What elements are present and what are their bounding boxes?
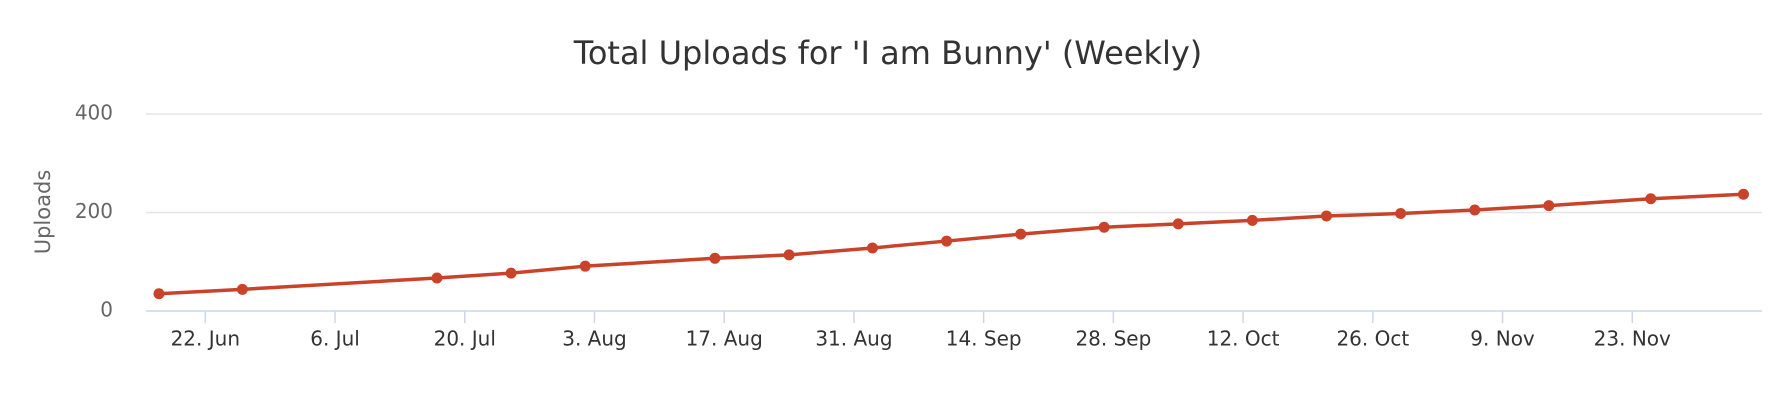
- point: [153, 288, 165, 300]
- point: [783, 249, 795, 261]
- point: [941, 235, 953, 247]
- x-tick-label: 22. Jun: [171, 327, 240, 351]
- y-tick-label: 200: [75, 199, 113, 223]
- point: [579, 260, 591, 272]
- point: [1737, 188, 1749, 200]
- point: [709, 252, 721, 264]
- point: [1246, 214, 1258, 226]
- x-tick-label: 9. Nov: [1470, 327, 1535, 351]
- x-tick-label: 20. Jul: [434, 327, 496, 351]
- point: [1469, 204, 1481, 216]
- point: [866, 242, 878, 254]
- x-tick-label: 14. Sep: [946, 327, 1022, 351]
- y-axis-label: Uploads: [31, 170, 55, 255]
- x-tick-label: 28. Sep: [1075, 327, 1151, 351]
- point: [1015, 228, 1027, 240]
- x-tick-label: 31. Aug: [815, 327, 892, 351]
- point: [1395, 207, 1407, 219]
- x-tick-label: 17. Aug: [686, 327, 763, 351]
- x-tick-label: 3. Aug: [562, 327, 627, 351]
- point: [236, 283, 248, 295]
- x-tick-label: 6. Jul: [310, 327, 360, 351]
- point: [1320, 210, 1332, 222]
- point: [1172, 218, 1184, 230]
- point: [431, 272, 443, 284]
- y-tick-label: 400: [75, 101, 113, 125]
- point: [505, 267, 517, 279]
- x-tick-label: 12. Oct: [1207, 327, 1280, 351]
- point: [1098, 221, 1110, 233]
- x-tick-label: 23. Nov: [1594, 327, 1671, 351]
- point: [1645, 193, 1657, 205]
- x-tick-label: 26. Oct: [1336, 327, 1409, 351]
- chart-title: Total Uploads for 'I am Bunny' (Weekly): [573, 34, 1203, 72]
- y-tick-label: 0: [100, 298, 113, 322]
- point: [1543, 200, 1555, 212]
